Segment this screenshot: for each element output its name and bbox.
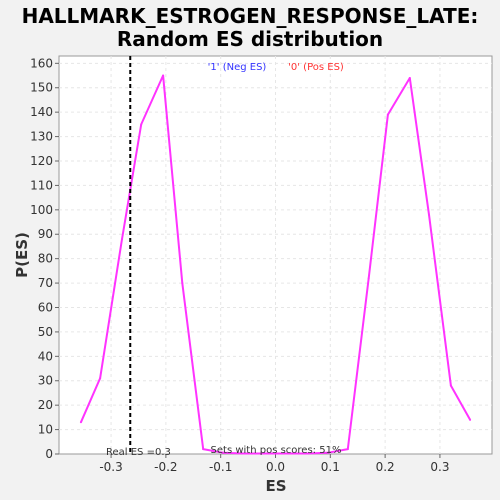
y-tick-label: 10 — [38, 423, 53, 437]
y-tick-label: 110 — [30, 178, 53, 192]
data-point — [162, 74, 165, 77]
y-tick-label: 120 — [30, 154, 53, 168]
data-point — [346, 448, 349, 451]
y-tick-label: 70 — [38, 276, 53, 290]
x-axis-title: ES — [265, 477, 286, 495]
legend-item-pos-es: '0' (Pos ES) — [288, 62, 344, 73]
data-point — [449, 384, 452, 387]
data-point — [121, 238, 124, 241]
data-point — [306, 452, 309, 455]
data-point — [469, 418, 472, 421]
data-point — [222, 451, 225, 454]
real-es-label: Real ES =0.3 — [106, 447, 171, 458]
chart-title-line-1: HALLMARK_ESTROGEN_RESPONSE_LATE: — [22, 4, 479, 28]
y-tick-label: 150 — [30, 81, 53, 95]
y-tick-label: 50 — [38, 325, 53, 339]
y-tick-label: 20 — [38, 398, 53, 412]
series-layer — [79, 74, 472, 455]
x-tick-label: 0.0 — [266, 460, 285, 474]
y-tick-label: 0 — [45, 447, 53, 461]
data-point — [202, 448, 205, 451]
y-tick-label: 90 — [38, 227, 53, 241]
y-tick-label: 80 — [38, 252, 53, 266]
data-point — [99, 377, 102, 380]
data-point — [367, 277, 370, 280]
data-point — [79, 421, 82, 424]
x-tick-label: 0.2 — [376, 460, 395, 474]
y-tick-label: 30 — [38, 374, 53, 388]
data-point — [140, 123, 143, 126]
y-tick-label: 160 — [30, 56, 53, 70]
data-point — [285, 452, 288, 455]
data-point — [326, 451, 329, 454]
x-tick-label: -0.2 — [154, 460, 177, 474]
y-axis-title: P(ES) — [13, 232, 31, 278]
chart-title-line-2: Random ES distribution — [117, 27, 383, 51]
axis-ticks: 0 10 20 30 40 50 60 70 80 90 100 110 120 130 140 150 160… — [30, 56, 449, 474]
y-tick-label: 130 — [30, 130, 53, 144]
es-distribution-line — [79, 74, 471, 455]
y-tick-label: 40 — [38, 349, 53, 363]
data-point — [181, 282, 184, 285]
x-tick-label: -0.3 — [99, 460, 122, 474]
data-point — [263, 452, 266, 455]
x-tick-label: 0.3 — [430, 460, 449, 474]
x-tick-label: 0.1 — [321, 460, 340, 474]
y-tick-label: 100 — [30, 203, 53, 217]
data-point — [386, 113, 389, 116]
y-tick-label: 140 — [30, 105, 53, 119]
y-tick-label: 60 — [38, 300, 53, 314]
pos-scores-label: Sets with pos scores: 51% — [211, 445, 342, 456]
data-point — [408, 76, 411, 79]
data-point — [427, 213, 430, 216]
legend-item-neg-es: '1' (Neg ES) — [208, 62, 267, 73]
data-point — [242, 452, 245, 455]
x-tick-label: -0.1 — [209, 460, 232, 474]
